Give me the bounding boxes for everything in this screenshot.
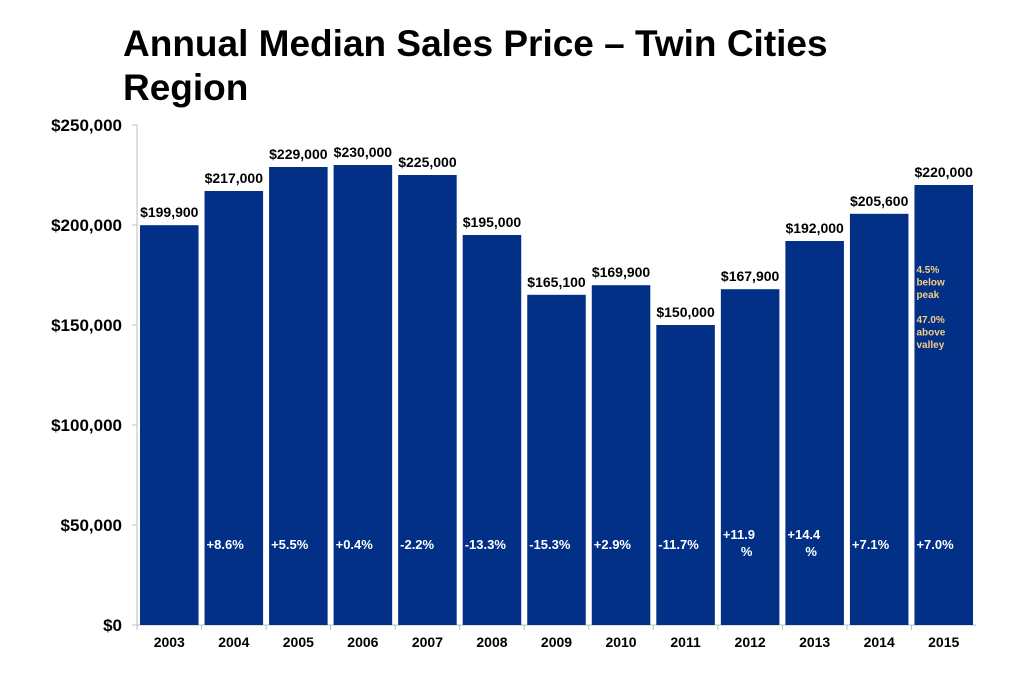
annotation-line: valley [916,340,944,351]
y-tick-label: $250,000 [51,116,122,135]
bar-2013 [785,241,844,625]
bars [140,165,973,626]
value-label: $229,000 [269,146,328,162]
x-tick-label: 2007 [412,634,443,650]
pct-change-label: -15.3% [529,537,571,552]
y-tick-label: $200,000 [51,216,122,235]
bar-2009 [527,294,586,625]
pct-change-label: +5.5% [271,537,309,552]
bar-2007 [398,175,457,625]
x-tick-label: 2011 [670,634,701,650]
value-label: $199,900 [140,204,199,220]
x-tick-label: 2010 [605,634,636,650]
value-label: $217,000 [205,170,264,186]
bar-2014 [849,213,909,626]
value-label: $230,000 [334,144,393,160]
value-label: $225,000 [398,154,457,170]
pct-change-label: +8.6% [207,537,245,552]
y-tick-label: $150,000 [51,316,122,335]
pct-change-label: +7.0% [916,537,954,552]
value-label: $165,100 [527,274,586,290]
x-tick-label: 2013 [799,634,830,650]
value-label: $167,900 [721,268,780,284]
pct-change-label: -2.2% [400,537,434,552]
value-label: $205,600 [850,193,909,209]
annotation-line: below [916,278,945,289]
annotation-line: above [916,328,945,339]
bar-2003 [140,225,199,625]
x-tick-label: 2009 [541,634,572,650]
x-tick-label: 2012 [735,634,766,650]
y-tick-label: $0 [103,616,122,635]
annotation-line: 47.0% [916,315,944,326]
value-label: $150,000 [656,304,715,320]
value-label: $195,000 [463,214,522,230]
pct-change-label: -13.3% [465,537,507,552]
pct-change-label: +14.4 [787,527,821,542]
labels: 2003 $199,900 2004 $217,000 +8.6% 2005 $229,00… [140,144,973,650]
pct-change-label-suffix: % [741,544,753,559]
annotation-line: peak [916,290,939,301]
x-tick-label: 2008 [476,634,507,650]
x-tick-label: 2004 [218,634,249,650]
bar-2006 [333,165,393,625]
pct-change-label: -11.7% [658,537,699,552]
pct-change-label: +7.1% [852,537,890,552]
value-label: $220,000 [915,164,974,180]
pct-change-label: +0.4% [336,537,374,552]
x-tick-label: 2005 [283,634,314,650]
y-tick-label: $50,000 [61,516,122,535]
bar-2010 [591,285,651,625]
bar-2005 [269,167,328,625]
bar-2008 [462,235,522,625]
x-tick-label: 2006 [347,634,378,650]
pct-change-label: +2.9% [594,537,632,552]
bar-2015 [914,185,973,625]
value-label: $192,000 [785,220,844,236]
bar-2004 [204,191,264,625]
pct-change-label-suffix: % [805,544,817,559]
chart-title: Annual Median Sales Price – Twin Cities … [123,23,828,108]
x-tick-label: 2014 [864,634,895,650]
axes: $0 $50,000 $100,000 $150,000 $200,000 $250,00… [51,116,976,635]
value-label: $169,900 [592,264,651,280]
bar-2012 [720,289,780,625]
x-tick-label: 2003 [154,634,185,650]
pct-change-label: +11.9 [723,527,755,542]
y-tick-label: $100,000 [51,416,122,435]
annotation-line: 4.5% [916,265,939,276]
x-tick-label: 2015 [928,634,959,650]
bar-2011 [656,325,715,625]
